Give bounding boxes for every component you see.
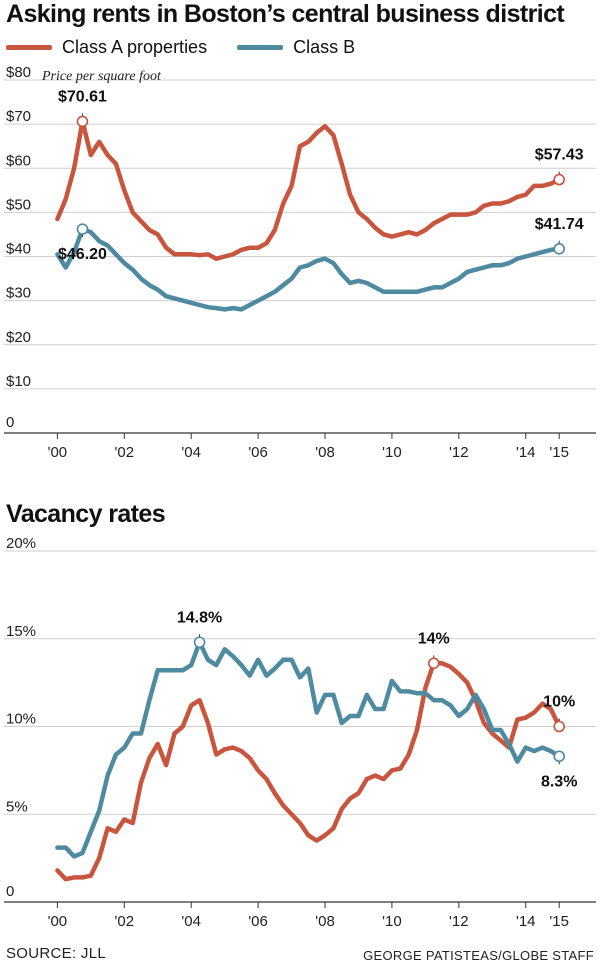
rents-chart-title: Asking rents in Boston’s central busines… [6, 0, 565, 28]
data-label: $41.74 [535, 216, 584, 233]
x-tick-label: '00 [48, 444, 68, 461]
data-label: 10% [543, 694, 575, 711]
data-point-marker [76, 115, 89, 128]
x-tick-label: '14 [516, 444, 536, 461]
y-tick-label: $20 [6, 329, 31, 346]
y-tick-label: $10 [6, 373, 31, 390]
x-tick-label: '06 [248, 444, 268, 461]
x-tick-label: '12 [449, 444, 469, 461]
chart-legend: Class A properties Class B [6, 37, 385, 58]
data-label: $57.43 [535, 147, 584, 164]
y-tick-label: 5% [6, 798, 28, 815]
source-note: SOURCE: JLL [6, 945, 106, 962]
data-point-marker [76, 223, 89, 235]
series-line-class-b [55, 226, 562, 312]
series-line-class-a [55, 661, 562, 882]
y-tick-label: 0 [6, 414, 14, 431]
x-tick-label: '14 [516, 913, 536, 930]
data-label: 14% [418, 630, 450, 647]
x-tick-label: '02 [115, 913, 135, 930]
legend-swatch-class-a [6, 45, 52, 50]
photo-credit: GEORGE PATISTEAS/GLOBE STAFF [363, 948, 594, 963]
legend-label-class-b: Class B [293, 37, 356, 57]
data-label: $46.20 [58, 246, 107, 263]
vacancy-line-chart: 0 5% 10% 15% 20% '00 '02 '04 '06 '08 '10 '12 '14 '15 1… [4, 535, 596, 930]
y-tick-label: 20% [6, 535, 36, 552]
y-tick-label: 15% [6, 623, 36, 640]
y-tick-label: $70 [6, 108, 31, 125]
x-tick-label: '08 [315, 444, 335, 461]
x-tick-label: '08 [315, 913, 335, 930]
y-tick-label: $50 [6, 196, 31, 213]
series-line-class-b [55, 640, 562, 859]
axis-note: Price per square foot [41, 69, 162, 84]
series-line-class-a [55, 119, 562, 261]
data-label: $70.61 [58, 88, 107, 105]
data-point-marker [193, 636, 206, 649]
data-label: 8.3% [541, 773, 577, 790]
data-point-marker [553, 720, 566, 733]
rents-line-chart: 0 $10 $20 $30 $40 $50 $60 $70 $80 Price per squar… [4, 64, 596, 461]
legend-label-class-a: Class A properties [62, 37, 208, 57]
y-tick-label: 0 [6, 883, 14, 900]
data-point-marker [553, 750, 566, 763]
y-tick-label: $40 [6, 241, 31, 258]
x-tick-label: '15 [549, 913, 569, 930]
data-point-marker [553, 173, 566, 186]
data-label: 14.8% [177, 609, 222, 626]
y-tick-label: $30 [6, 285, 31, 302]
x-tick-label: '04 [181, 444, 201, 461]
y-tick-label: 10% [6, 711, 36, 728]
x-tick-label: '10 [382, 444, 402, 461]
x-tick-label: '00 [48, 913, 68, 930]
y-tick-label: $80 [6, 64, 31, 81]
x-tick-label: '06 [248, 913, 268, 930]
y-tick-label: $60 [6, 152, 31, 169]
x-tick-label: '15 [549, 444, 569, 461]
x-tick-label: '12 [449, 913, 469, 930]
vacancy-chart-title: Vacancy rates [6, 500, 166, 528]
x-tick-label: '04 [181, 913, 201, 930]
x-tick-label: '02 [115, 444, 135, 461]
data-point-marker [427, 657, 440, 670]
legend-swatch-class-b [237, 45, 284, 50]
x-tick-label: '10 [382, 913, 402, 930]
data-point-marker [553, 243, 566, 255]
